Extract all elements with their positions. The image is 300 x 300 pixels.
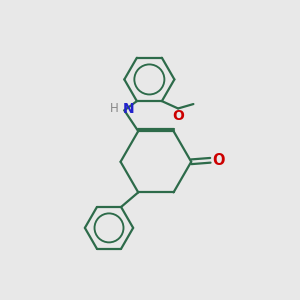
Text: O: O [212, 153, 224, 168]
Text: O: O [172, 109, 184, 123]
Text: N: N [123, 102, 134, 116]
Text: H: H [110, 102, 119, 116]
